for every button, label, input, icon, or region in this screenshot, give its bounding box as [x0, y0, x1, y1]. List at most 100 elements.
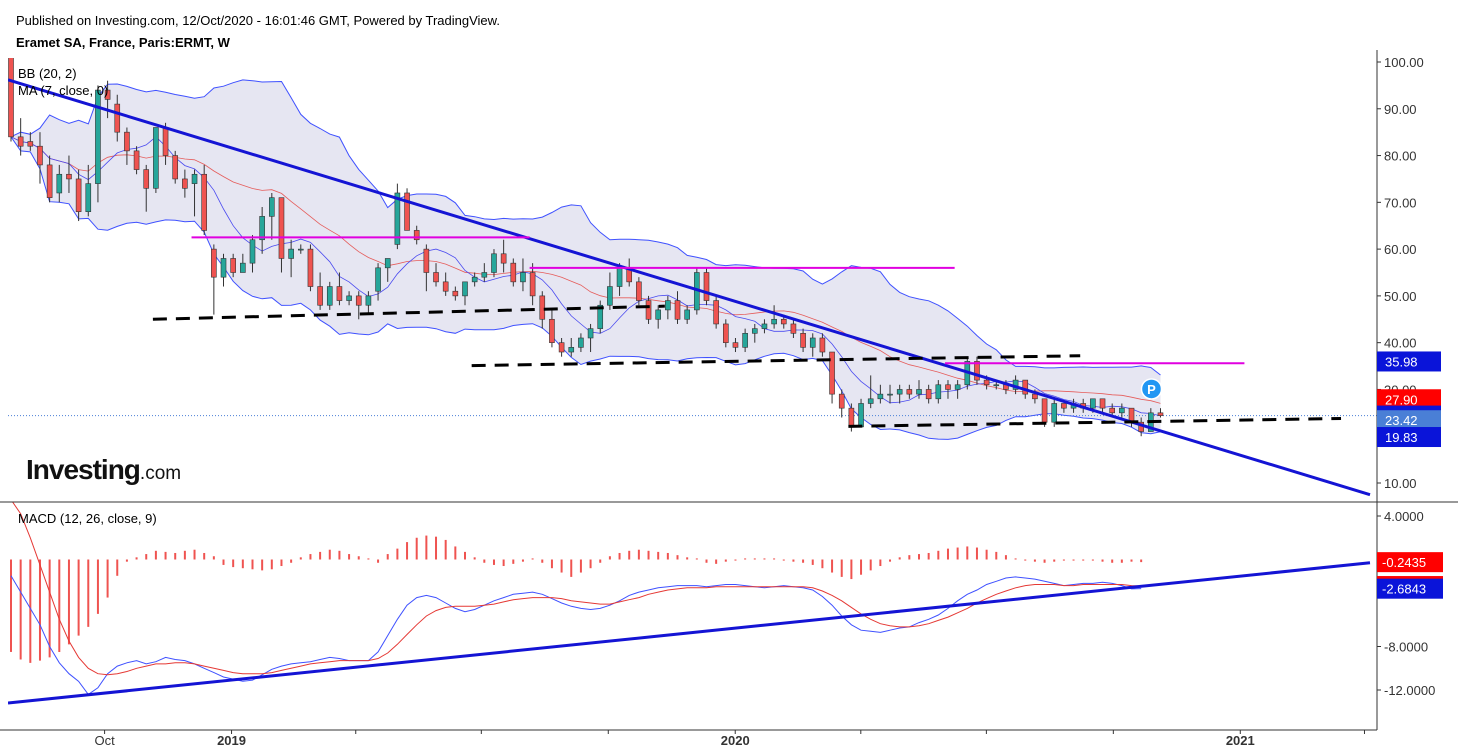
candle[interactable]: [771, 318, 777, 325]
candle[interactable]: [636, 281, 642, 301]
candle[interactable]: [46, 164, 53, 198]
candle[interactable]: [269, 197, 275, 217]
p-marker-icon[interactable]: [1140, 378, 1163, 400]
candle[interactable]: [1061, 403, 1067, 409]
candle[interactable]: [56, 173, 63, 194]
candle[interactable]: [1090, 398, 1096, 409]
candle[interactable]: [288, 248, 294, 259]
candle[interactable]: [75, 178, 82, 212]
candle[interactable]: [153, 127, 159, 189]
candle[interactable]: [993, 384, 1000, 387]
candle[interactable]: [780, 318, 787, 325]
candle[interactable]: [297, 248, 304, 251]
candle[interactable]: [925, 389, 932, 400]
candle[interactable]: [143, 169, 150, 189]
candle[interactable]: [819, 337, 826, 353]
candle[interactable]: [462, 281, 468, 297]
candle[interactable]: [95, 89, 101, 184]
candle[interactable]: [307, 248, 314, 287]
candle[interactable]: [1119, 407, 1125, 414]
candle[interactable]: [1157, 412, 1164, 416]
bb-indicator-label[interactable]: BB (20, 2): [18, 66, 77, 81]
candle[interactable]: [529, 272, 536, 297]
candle[interactable]: [1051, 403, 1058, 423]
candle[interactable]: [1032, 393, 1038, 400]
candle[interactable]: [800, 333, 806, 348]
candle[interactable]: [732, 342, 739, 348]
candle[interactable]: [27, 141, 34, 147]
candle[interactable]: [491, 253, 497, 273]
candle[interactable]: [906, 389, 913, 395]
candle[interactable]: [375, 267, 381, 292]
candle[interactable]: [616, 267, 623, 287]
candle[interactable]: [442, 281, 449, 292]
candle[interactable]: [713, 300, 719, 325]
candle[interactable]: [935, 384, 942, 400]
candle[interactable]: [520, 272, 526, 283]
candle[interactable]: [133, 150, 140, 170]
candle[interactable]: [481, 272, 488, 278]
candle[interactable]: [558, 342, 565, 353]
candle[interactable]: [974, 361, 980, 381]
candle[interactable]: [809, 337, 816, 348]
candle[interactable]: [1022, 379, 1029, 395]
candle[interactable]: [916, 389, 922, 395]
candle[interactable]: [191, 173, 198, 184]
candle[interactable]: [1109, 407, 1115, 414]
macd-indicator-label[interactable]: MACD (12, 26, close, 9): [18, 511, 157, 526]
candle[interactable]: [607, 286, 613, 306]
candle[interactable]: [645, 300, 652, 320]
candle[interactable]: [230, 258, 236, 273]
candle[interactable]: [433, 272, 439, 283]
candle[interactable]: [259, 216, 265, 241]
candle[interactable]: [983, 379, 990, 386]
candle[interactable]: [66, 173, 72, 180]
candle[interactable]: [162, 127, 169, 156]
candle[interactable]: [172, 155, 179, 180]
candle[interactable]: [114, 103, 121, 133]
candle[interactable]: [838, 393, 845, 409]
support-dashed-line[interactable]: [848, 416, 1342, 428]
candle[interactable]: [887, 393, 893, 396]
candle[interactable]: [249, 239, 256, 264]
ascending-trendline[interactable]: [8, 561, 1371, 705]
candle[interactable]: [742, 333, 748, 348]
candle[interactable]: [413, 230, 420, 241]
candle[interactable]: [326, 286, 333, 306]
macd-pane[interactable]: [8, 500, 1371, 705]
candle[interactable]: [665, 300, 671, 311]
candle[interactable]: [896, 389, 903, 395]
candle[interactable]: [365, 295, 372, 306]
candle[interactable]: [404, 192, 410, 231]
candle[interactable]: [240, 262, 246, 273]
candle[interactable]: [37, 145, 43, 166]
candle[interactable]: [384, 258, 391, 269]
candle[interactable]: [597, 304, 604, 329]
candle[interactable]: [578, 337, 584, 348]
support-dashed-line[interactable]: [471, 354, 1081, 368]
candle[interactable]: [104, 89, 111, 100]
candle[interactable]: [124, 131, 130, 152]
candle[interactable]: [877, 393, 884, 400]
candle[interactable]: [201, 173, 207, 231]
candle[interactable]: [471, 276, 478, 283]
candle[interactable]: [317, 286, 323, 306]
support-dashed-line[interactable]: [152, 304, 665, 321]
price-pane[interactable]: P: [8, 53, 1377, 497]
candle[interactable]: [1041, 398, 1048, 423]
candle[interactable]: [394, 192, 401, 245]
candle[interactable]: [954, 384, 961, 390]
candle[interactable]: [500, 253, 507, 264]
candle[interactable]: [761, 323, 768, 329]
ma-indicator-label[interactable]: MA (7, close, 0): [18, 83, 108, 98]
candle[interactable]: [278, 197, 285, 259]
candle[interactable]: [829, 351, 835, 395]
candle[interactable]: [723, 323, 729, 343]
candle[interactable]: [8, 57, 14, 138]
candle[interactable]: [945, 384, 951, 390]
descending-trendline[interactable]: [8, 78, 1371, 497]
candle[interactable]: [655, 309, 661, 320]
candle[interactable]: [220, 258, 227, 278]
candle[interactable]: [549, 318, 555, 343]
candle[interactable]: [211, 248, 217, 278]
